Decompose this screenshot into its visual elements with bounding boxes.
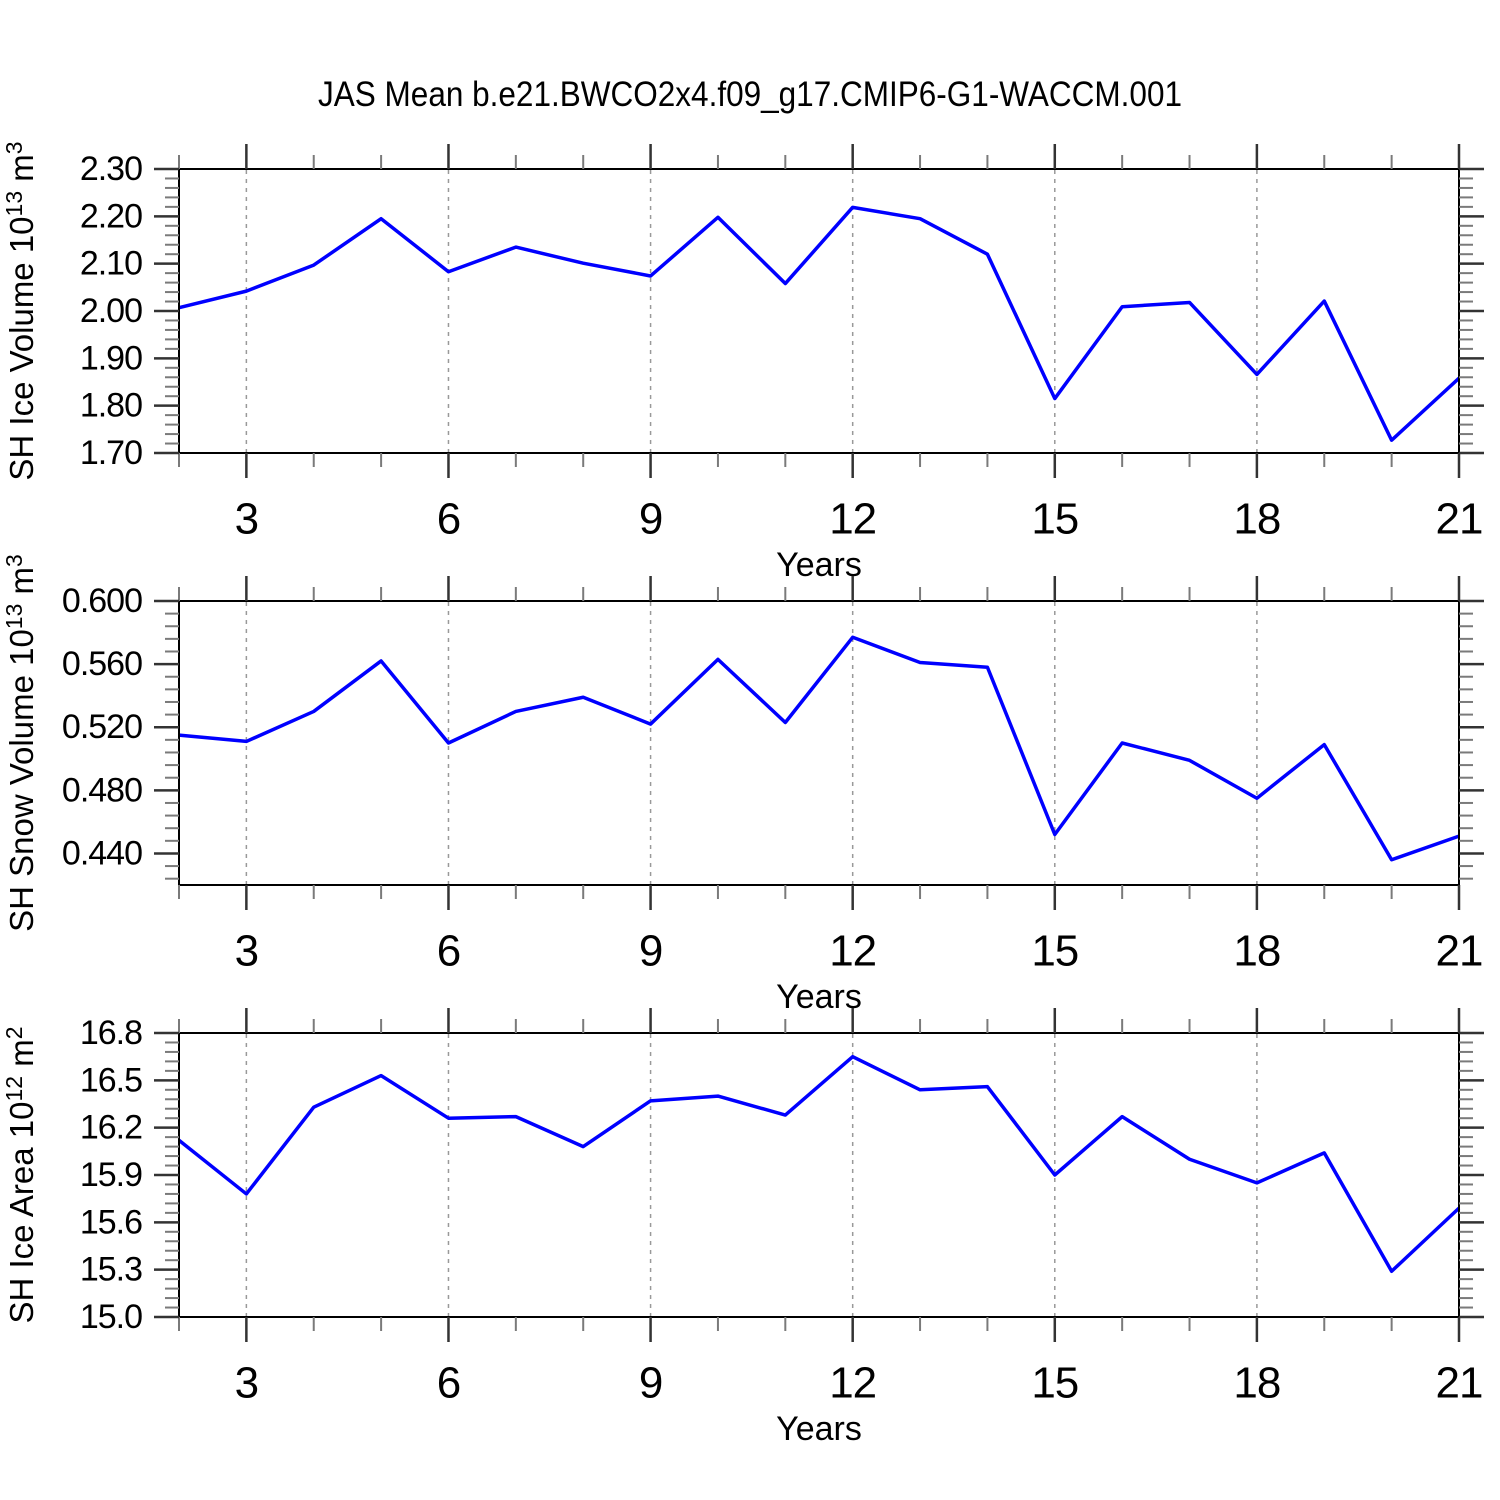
x-tick-label: 9 — [639, 927, 662, 976]
x-tick-label: 15 — [1031, 927, 1078, 976]
x-tick-label: 6 — [437, 495, 460, 544]
series-line — [178, 635, 1460, 862]
y-tick-label: 15.6 — [80, 1203, 142, 1241]
y-tick-label: 2.00 — [80, 292, 142, 330]
x-tick-label: 6 — [437, 1359, 460, 1408]
y-tick-label: 1.70 — [80, 434, 142, 472]
x-tick-label: 3 — [235, 1359, 258, 1408]
panel-sh-snow-volume: 3 6 9 12 15 18 21 Years 0.440 0.480 0.520 0.560 0.60… — [1, 554, 1484, 1016]
y-axis-title: SH Ice Area 1012 m2 — [1, 1026, 40, 1323]
x-tick-label: 9 — [639, 495, 662, 544]
x-tick-label: 12 — [829, 927, 876, 976]
x-tick-label: 15 — [1031, 1359, 1078, 1408]
y-tick-label: 2.30 — [80, 150, 142, 188]
y-tick-label: 0.520 — [62, 708, 142, 746]
series-line — [177, 1054, 1461, 1273]
y-tick-label: 15.3 — [80, 1251, 142, 1289]
x-tick-label: 15 — [1031, 495, 1078, 544]
series-line — [178, 205, 1461, 442]
chart-title: JAS Mean b.e21.BWCO2x4.f09_g17.CMIP6-G1-… — [318, 75, 1182, 114]
x-tick-label: 21 — [1436, 1359, 1483, 1408]
x-tick-label: 21 — [1436, 927, 1483, 976]
plot-border — [178, 600, 1460, 886]
panel-sh-ice-volume: 3 6 9 12 15 18 21 Years 1.70 1.80 1.90 2.00 2.10 2.20… — [1, 141, 1484, 584]
x-tick-label: 18 — [1233, 495, 1280, 544]
panel-sh-ice-area: 3 6 9 12 15 18 21 Years 15.0 15.3 15.6 15.9 16.2 16.5… — [1, 1008, 1484, 1448]
y-tick-label: 2.20 — [80, 197, 142, 235]
plot-border — [178, 1032, 1460, 1318]
y-tick-label: 0.480 — [62, 771, 142, 809]
y-tick-label: 16.5 — [80, 1061, 142, 1099]
x-tick-label: 6 — [437, 927, 460, 976]
y-tick-label: 16.2 — [80, 1109, 142, 1147]
x-tick-label: 3 — [235, 495, 258, 544]
x-tick-label: 9 — [639, 1359, 662, 1408]
y-tick-label: 0.600 — [62, 582, 142, 620]
x-axis-title: Years — [776, 1410, 862, 1448]
y-tick-label: 1.90 — [80, 339, 142, 377]
y-axis-title: SH Snow Volume 1013 m3 — [1, 554, 40, 932]
x-tick-label: 3 — [235, 927, 258, 976]
x-tick-label: 18 — [1233, 927, 1280, 976]
x-axis-title: Years — [776, 978, 862, 1016]
x-tick-label: 18 — [1233, 1359, 1280, 1408]
x-axis-title: Years — [776, 546, 862, 584]
x-tick-label: 12 — [829, 495, 876, 544]
y-axis-title: SH Ice Volume 1013 m3 — [1, 141, 40, 480]
y-tick-label: 15.0 — [80, 1298, 142, 1336]
y-tick-label: 0.440 — [62, 834, 142, 872]
y-tick-label: 0.560 — [62, 645, 142, 683]
y-tick-label: 1.80 — [80, 387, 142, 425]
plot-border — [178, 168, 1460, 454]
x-tick-label: 21 — [1436, 495, 1483, 544]
y-tick-label: 15.9 — [80, 1156, 142, 1194]
y-tick-label: 2.10 — [80, 245, 142, 283]
x-tick-label: 12 — [829, 1359, 876, 1408]
y-tick-label: 16.8 — [80, 1014, 142, 1052]
